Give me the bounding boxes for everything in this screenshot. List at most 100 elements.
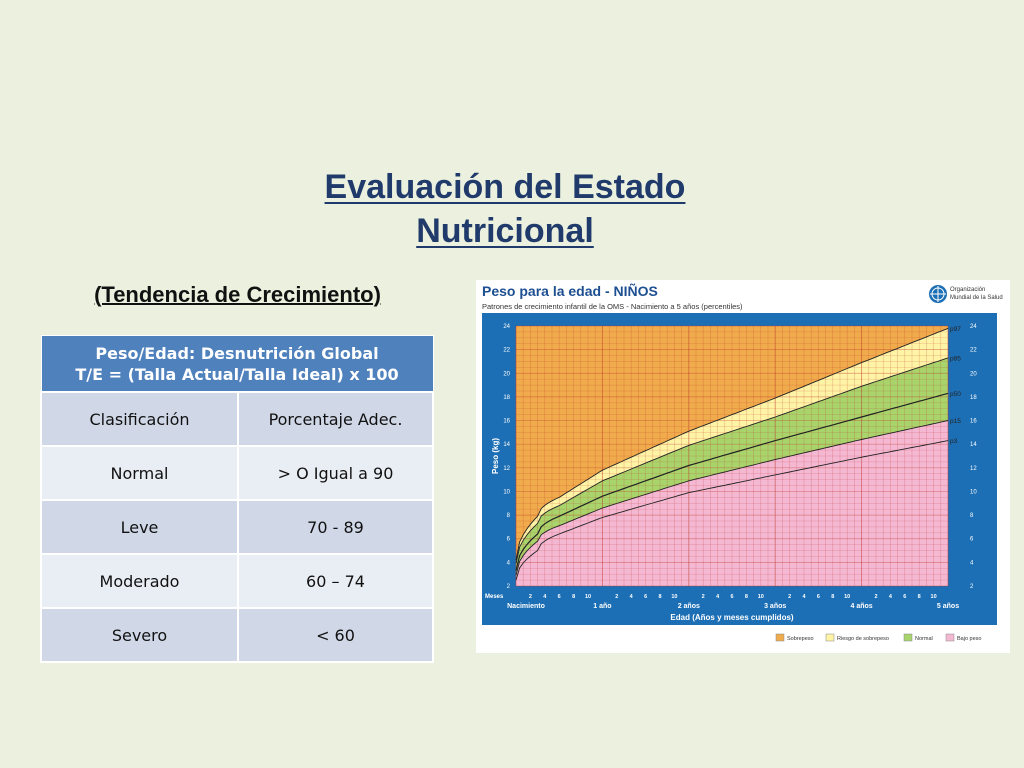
y-tick-label: 22 <box>503 348 510 354</box>
x-tick-year: 5 años <box>937 603 959 610</box>
y-tick-label: 14 <box>503 442 510 448</box>
y-tick-label: 8 <box>507 513 511 519</box>
slide-subtitle: (Tendencia de Crecimiento) <box>94 282 381 307</box>
growth-chart-svg: Peso para la edad - NIÑOS Patrones de cr… <box>482 282 1003 642</box>
x-tick-month: 4 <box>716 594 720 600</box>
series-label-p15: p15 <box>950 418 961 425</box>
y-tick-label: 8 <box>970 513 974 519</box>
chart-title: Peso para la edad - NIÑOS <box>482 282 658 299</box>
y-tick-label: 6 <box>970 537 974 543</box>
x-tick-month: 8 <box>658 594 661 600</box>
legend-label: Riesgo de sobrepeso <box>837 636 889 642</box>
y-axis-label: Peso (kg) <box>491 438 500 474</box>
x-tick-month: 10 <box>758 594 764 600</box>
x-tick-year: 3 años <box>764 603 786 610</box>
x-tick-month: 8 <box>831 594 834 600</box>
y-tick-label: 16 <box>970 419 977 425</box>
column-header-clasificacion: Clasificación <box>40 391 239 447</box>
table-row: Moderado 60 – 74 <box>40 553 434 609</box>
table-column-headers: Clasificación Porcentaje Adec. <box>40 391 434 447</box>
y-tick-label: 10 <box>970 489 977 495</box>
x-tick-month: 4 <box>543 594 547 600</box>
slide-title: Evaluación del Estado Nutricional <box>0 165 1010 253</box>
table-cell-classification: Severo <box>40 607 239 663</box>
series-line-p97 <box>515 327 949 561</box>
percentile-lines <box>515 327 949 581</box>
legend-label: Sobrepeso <box>787 636 814 642</box>
x-tick-year: 2 años <box>678 603 700 610</box>
nutrition-table: Peso/Edad: Desnutrición Global T/E = (Ta… <box>40 335 434 663</box>
series-label-p50: p50 <box>950 391 961 398</box>
growth-chart: Peso para la edad - NIÑOS Patrones de cr… <box>476 280 1010 653</box>
table-header-line-2: T/E = (Talla Actual/Talla Ideal) x 100 <box>75 364 399 384</box>
table-header-row: Peso/Edad: Desnutrición Global T/E = (Ta… <box>40 335 434 393</box>
x-tick-month: 6 <box>644 594 647 600</box>
x-tick-month: 4 <box>802 594 806 600</box>
x-axis-label: Edad (Años y meses cumplidos) <box>670 613 793 622</box>
legend-label: Bajo peso <box>957 636 981 642</box>
y-tick-label: 18 <box>503 395 510 401</box>
percentile-labels: p97 p85 p50 p15 p3 <box>950 326 961 445</box>
months-label: Meses <box>485 594 504 600</box>
x-tick-month: 6 <box>817 594 820 600</box>
y-tick-label: 24 <box>970 324 977 330</box>
x-tick-year: 1 año <box>593 603 611 610</box>
y-tick-label: 20 <box>503 371 510 377</box>
table-cell-percentage: 70 - 89 <box>237 499 434 555</box>
table-header: Peso/Edad: Desnutrición Global T/E = (Ta… <box>40 335 434 393</box>
table-cell-percentage: > O Igual a 90 <box>237 445 434 501</box>
chart-legend: Sobrepeso Riesgo de sobrepeso Normal Bajo p… <box>775 633 981 642</box>
y-tick-label: 10 <box>503 489 510 495</box>
x-tick-month: 8 <box>572 594 575 600</box>
series-line-p85 <box>515 357 949 564</box>
series-label-p3: p3 <box>950 438 958 445</box>
series-line-p3 <box>515 440 949 581</box>
x-tick-month: 10 <box>585 594 591 600</box>
x-tick-year: Nacimiento <box>507 603 545 610</box>
x-tick-month: 2 <box>874 594 877 600</box>
y-tick-label: 12 <box>970 466 977 472</box>
y-tick-label: 14 <box>970 442 977 448</box>
x-tick-year: 4 años <box>851 603 873 610</box>
x-tick-month: 2 <box>788 594 791 600</box>
y-tick-label: 2 <box>970 584 974 590</box>
y-tick-label: 18 <box>970 395 977 401</box>
legend-swatch <box>945 633 955 642</box>
x-tick-month: 4 <box>889 594 893 600</box>
table-row: Severo < 60 <box>40 607 434 663</box>
x-tick-month: 2 <box>615 594 618 600</box>
series-line-p15 <box>515 420 949 576</box>
legend-swatch <box>825 633 835 642</box>
table-row: Leve 70 - 89 <box>40 499 434 555</box>
table-row: Normal > O Igual a 90 <box>40 445 434 501</box>
series-label-p85: p85 <box>950 355 961 362</box>
x-tick-month: 4 <box>630 594 634 600</box>
y-tick-label: 22 <box>970 348 977 354</box>
x-tick-month: 6 <box>903 594 906 600</box>
title-line-2: Nutricional <box>416 212 594 250</box>
x-tick-month: 6 <box>730 594 733 600</box>
y-tick-label: 20 <box>970 371 977 377</box>
y-tick-label: 4 <box>970 560 974 566</box>
y-tick-label: 4 <box>507 560 511 566</box>
chart-grid <box>515 325 949 587</box>
x-tick-month: 2 <box>702 594 705 600</box>
table-cell-classification: Normal <box>40 445 239 501</box>
x-tick-month: 10 <box>671 594 677 600</box>
table-cell-classification: Moderado <box>40 553 239 609</box>
y-tick-label: 6 <box>507 537 511 543</box>
x-tick-month: 10 <box>844 594 850 600</box>
title-line-1: Evaluación del Estado <box>324 168 686 206</box>
series-line-p50 <box>515 392 949 571</box>
who-logo-icon <box>929 285 947 303</box>
x-tick-month: 6 <box>558 594 561 600</box>
y-tick-label: 12 <box>503 466 510 472</box>
table-cell-classification: Leve <box>40 499 239 555</box>
legend-label: Normal <box>915 636 933 642</box>
series-label-p97: p97 <box>950 326 961 333</box>
x-tick-month: 8 <box>918 594 921 600</box>
table-header-line-1: Peso/Edad: Desnutrición Global <box>95 343 379 363</box>
y-tick-label: 16 <box>503 419 510 425</box>
org-name-line-1: Organización <box>950 287 985 293</box>
